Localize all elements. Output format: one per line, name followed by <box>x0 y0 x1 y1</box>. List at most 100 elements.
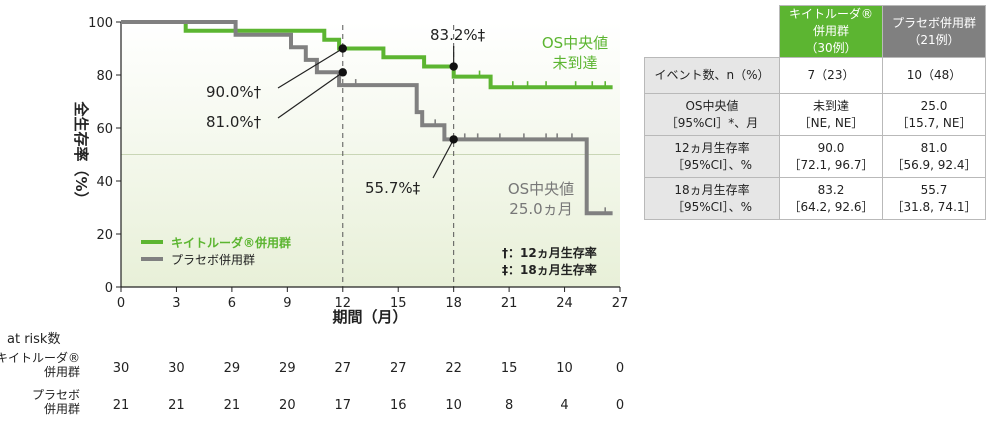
at-risk-value: 27 <box>335 361 352 376</box>
data-point-marker <box>338 44 347 53</box>
footnote-18m: ‡：18ヵ月生存率 <box>502 262 597 277</box>
at-risk-title: at risk数 <box>7 332 60 347</box>
x-tick-label: 27 <box>612 296 629 311</box>
at-risk-label-green-line1: キイトルーダ® <box>0 350 80 365</box>
series-line-gray <box>121 20 613 216</box>
at-risk-value: 21 <box>224 398 241 413</box>
at-risk-value: 20 <box>279 398 296 413</box>
legend-label-green: キイトルーダ®併用群 <box>171 235 291 250</box>
x-tick-label: 0 <box>117 296 125 311</box>
table-header-gray-line2: （21例） <box>908 32 960 47</box>
at-risk-value: 30 <box>113 361 130 376</box>
summary-table: キイトルーダ®併用群 （30例） プラセボ併用群 （21例） イベント数、n（%… <box>644 5 986 220</box>
at-risk-value: 10 <box>556 361 573 376</box>
table-cell-green: 7（23） <box>779 57 883 94</box>
at-risk-label-green-line2: 併用群 <box>44 365 80 379</box>
table-cell-text: 90.0 <box>817 140 845 155</box>
x-tick-label: 21 <box>501 296 518 311</box>
table-cell-text: ［NE, NE］ <box>798 115 864 130</box>
at-risk-value: 10 <box>445 398 462 413</box>
table-header-green-line1: キイトルーダ®併用群 <box>788 7 873 38</box>
data-point-marker <box>338 68 347 77</box>
at-risk-value: 30 <box>168 361 185 376</box>
y-tick-label: 60 <box>96 122 113 137</box>
green-median-label-line1: OS中央値 <box>542 34 608 52</box>
x-tick-label: 24 <box>556 296 573 311</box>
y-tick-label: 0 <box>105 281 113 296</box>
data-point-marker <box>449 135 458 144</box>
x-tick-label: 9 <box>283 296 291 311</box>
gray-median-label-line1: OS中央値 <box>508 180 574 198</box>
table-cell-text: 55.7 <box>920 182 948 197</box>
at-risk-value: 0 <box>616 398 624 413</box>
table-header-green: キイトルーダ®併用群 （30例） <box>779 5 883 58</box>
table-cell-text: イベント数、n（%） <box>654 68 770 82</box>
table-cell-text: 7（23） <box>807 68 855 82</box>
at-risk-label-gray-line1: プラセボ <box>32 388 80 402</box>
green-median-label-line2: 未到達 <box>552 54 597 72</box>
table-row: 12ヵ月生存率 ［95%CI］、% 90.0 ［72.1, 96.7］ 81.0… <box>644 135 986 178</box>
footnote-12m: †：12ヵ月生存率 <box>502 245 597 260</box>
table-header-row: キイトルーダ®併用群 （30例） プラセボ併用群 （21例） <box>644 5 986 58</box>
legend-label-gray: プラセボ併用群 <box>171 253 255 267</box>
table-cell-text: 81.0 <box>920 140 948 155</box>
table-cell-text: ［56.9, 92.4］ <box>891 157 977 172</box>
table-row: 18ヵ月生存率 ［95%CI］、% 83.2 ［64.2, 92.6］ 55.7… <box>644 177 986 220</box>
y-axis-label: 全生存率（%） <box>72 100 90 206</box>
at-risk-value: 22 <box>445 361 462 376</box>
table-cell-text: ［95%CI］、% <box>672 157 752 172</box>
at-risk-value: 21 <box>113 398 130 413</box>
at-risk-value: 16 <box>390 398 407 413</box>
point-leader-line <box>277 47 344 89</box>
table-cell-text: 未到達 <box>812 98 849 113</box>
table-cell-text: 83.2 <box>817 182 845 197</box>
at-risk-value: 29 <box>279 361 296 376</box>
point-label-12m-gray: 81.0%† <box>206 113 262 131</box>
at-risk-value: 17 <box>335 398 352 413</box>
legend: キイトルーダ®併用群 プラセボ併用群 <box>141 235 291 267</box>
at-risk-value: 8 <box>505 398 513 413</box>
table-cell-gray: 81.0 ［56.9, 92.4］ <box>882 135 986 178</box>
table-header-green-line2: （30例） <box>805 41 857 55</box>
x-tick-label: 3 <box>172 296 180 311</box>
gray-median-label-line2: 25.0ヵ月 <box>509 200 572 218</box>
table-cell-green: 83.2 ［64.2, 92.6］ <box>779 177 883 220</box>
table-cell-text: ［72.1, 96.7］ <box>788 157 874 172</box>
table-cell-text: ［95%CI］*、月 <box>665 115 759 130</box>
table-cell-text: ［15.7, NE］ <box>896 115 972 130</box>
table-row: イベント数、n（%） 7（23） 10（48） <box>644 57 986 94</box>
table-cell-text: ［64.2, 92.6］ <box>788 199 874 214</box>
at-risk-value: 21 <box>168 398 185 413</box>
at-risk-value: 0 <box>616 361 624 376</box>
at-risk-value: 29 <box>224 361 241 376</box>
y-tick-label: 100 <box>88 16 113 31</box>
y-tick-label: 20 <box>96 228 113 243</box>
table-row-label: イベント数、n（%） <box>644 57 780 94</box>
x-tick-label: 6 <box>228 296 236 311</box>
y-tick-label: 80 <box>96 69 113 84</box>
table-cell-text: ［31.8, 74.1］ <box>891 199 977 214</box>
data-point-marker <box>449 62 458 71</box>
table-cell-text: ［95%CI］、% <box>672 199 752 214</box>
table-header-gray: プラセボ併用群 （21例） <box>882 5 986 58</box>
at-risk-value: 27 <box>390 361 407 376</box>
point-leader-line <box>432 139 455 179</box>
table-cell-gray: 55.7 ［31.8, 74.1］ <box>882 177 986 220</box>
table-row-label: 18ヵ月生存率 ［95%CI］、% <box>644 177 780 220</box>
table-cell-gray: 10（48） <box>882 57 986 94</box>
point-label-12m-green: 90.0%† <box>206 83 262 101</box>
point-label-18m-green: 83.2%‡ <box>430 26 486 44</box>
x-tick-label: 15 <box>390 296 407 311</box>
x-tick-label: 12 <box>335 296 352 311</box>
table-cell-text: OS中央値 <box>685 98 739 113</box>
at-risk-value: 4 <box>560 398 568 413</box>
series-line-green <box>121 20 613 90</box>
x-tick-label: 18 <box>445 296 462 311</box>
table-row-label: OS中央値 ［95%CI］*、月 <box>644 93 780 136</box>
table-cell-text: 12ヵ月生存率 <box>674 140 750 155</box>
table-header-corner <box>644 5 780 58</box>
y-tick-label: 40 <box>96 175 113 190</box>
point-label-18m-gray: 55.7%‡ <box>365 179 421 197</box>
table-cell-text: 10（48） <box>906 68 962 82</box>
